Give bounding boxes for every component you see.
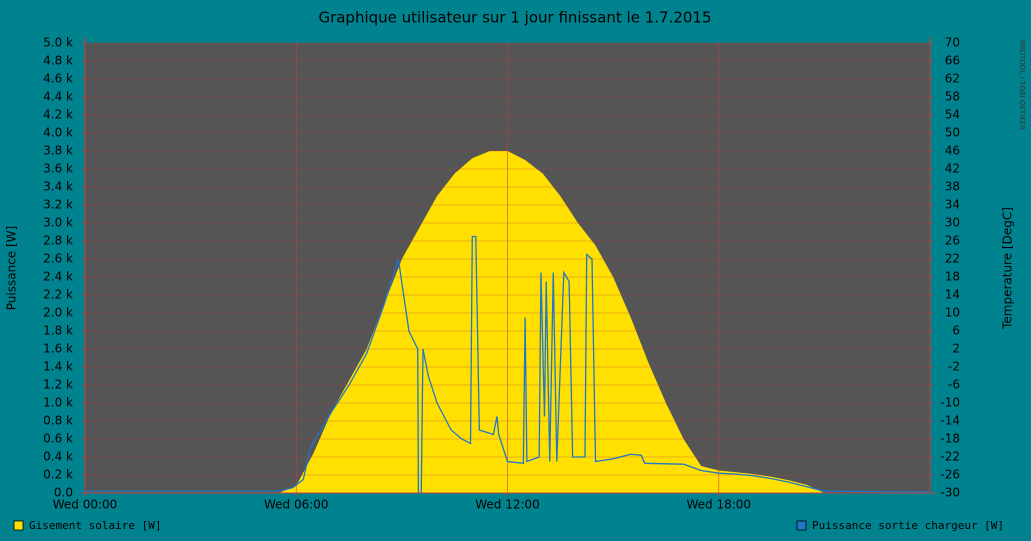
x-tick-label: Wed 12:00 (475, 498, 540, 512)
y-tick-label: 3.4 k (43, 180, 73, 194)
x-tick-label: Wed 06:00 (264, 498, 329, 512)
x-tick-label: Wed 00:00 (53, 498, 118, 512)
y2-tick-label: 18 (945, 270, 960, 284)
y2-tick-label: 50 (945, 126, 960, 140)
legend-swatch (13, 520, 24, 531)
y2-tick-label: 70 (945, 36, 960, 50)
y-tick-label: 3.0 k (43, 216, 73, 230)
legend-label: Puissance sortie chargeur [W] (812, 519, 1004, 532)
y2-tick-label: 54 (945, 108, 960, 122)
y-tick-label: 3.6 k (43, 162, 73, 176)
y-tick-label: 0.0 (54, 486, 73, 500)
y-tick-label: 5.0 k (43, 36, 73, 50)
y-tick-label: 1.6 k (43, 342, 73, 356)
y-tick-label: 0.2 k (43, 468, 73, 482)
y2-tick-label: 46 (945, 144, 960, 158)
x-tick-label: Wed 18:00 (686, 498, 751, 512)
y-tick-label: 2.0 k (43, 306, 73, 320)
y2-tick-label: 66 (945, 54, 960, 68)
y2-tick-label: 62 (945, 72, 960, 86)
y-tick-label: 1.8 k (43, 324, 73, 338)
y-tick-label: 3.8 k (43, 144, 73, 158)
legend-label: Gisement solaire [W] (29, 519, 161, 532)
y2-tick-label: 2 (952, 342, 960, 356)
y2-tick-label: 58 (945, 90, 960, 104)
y2-tick-label: 10 (945, 306, 960, 320)
y2-tick-label: -14 (940, 414, 960, 428)
line (85, 235, 931, 494)
y-tick-label: 1.0 k (43, 396, 73, 410)
y-tick-label: 2.2 k (43, 288, 73, 302)
y-tick-label: 1.2 k (43, 378, 73, 392)
y2-tick-label: 14 (945, 288, 960, 302)
y-axis-label: Puissance [W] (5, 226, 19, 310)
y-tick-label: 1.4 k (43, 360, 73, 374)
legend-swatch (796, 520, 807, 531)
chart-title: Graphique utilisateur sur 1 jour finissa… (318, 9, 711, 27)
y2-tick-label: 26 (945, 234, 960, 248)
y-tick-label: 2.4 k (43, 270, 73, 284)
y2-tick-label: 34 (945, 198, 960, 212)
watermark: RRDTOOL / TOBI OETIKER (1018, 40, 1026, 130)
y2-tick-label: -30 (940, 486, 960, 500)
y2-axis-label: Temperature [DegC] (1001, 207, 1015, 330)
y-tick-label: 4.2 k (43, 108, 73, 122)
y2-tick-label: -18 (940, 432, 960, 446)
y-tick-label: 0.4 k (43, 450, 73, 464)
y-tick-label: 4.6 k (43, 72, 73, 86)
y2-tick-label: -22 (940, 450, 960, 464)
y2-tick-label: -6 (948, 378, 960, 392)
y2-tick-label: -26 (940, 468, 960, 482)
y-tick-label: 2.6 k (43, 252, 73, 266)
y-tick-label: 4.8 k (43, 54, 73, 68)
y2-tick-label: 30 (945, 216, 960, 230)
y-tick-label: 2.8 k (43, 234, 73, 248)
y2-tick-label: 38 (945, 180, 960, 194)
y-tick-label: 0.8 k (43, 414, 73, 428)
y2-tick-label: -2 (948, 360, 960, 374)
y-tick-label: 0.6 k (43, 432, 73, 446)
y2-tick-label: 6 (952, 324, 960, 338)
y2-tick-label: 22 (945, 252, 960, 266)
y2-tick-label: 42 (945, 162, 960, 176)
y2-tick-label: -10 (940, 396, 960, 410)
y-tick-label: 3.2 k (43, 198, 73, 212)
y-tick-label: 4.4 k (43, 90, 73, 104)
y-tick-label: 4.0 k (43, 126, 73, 140)
